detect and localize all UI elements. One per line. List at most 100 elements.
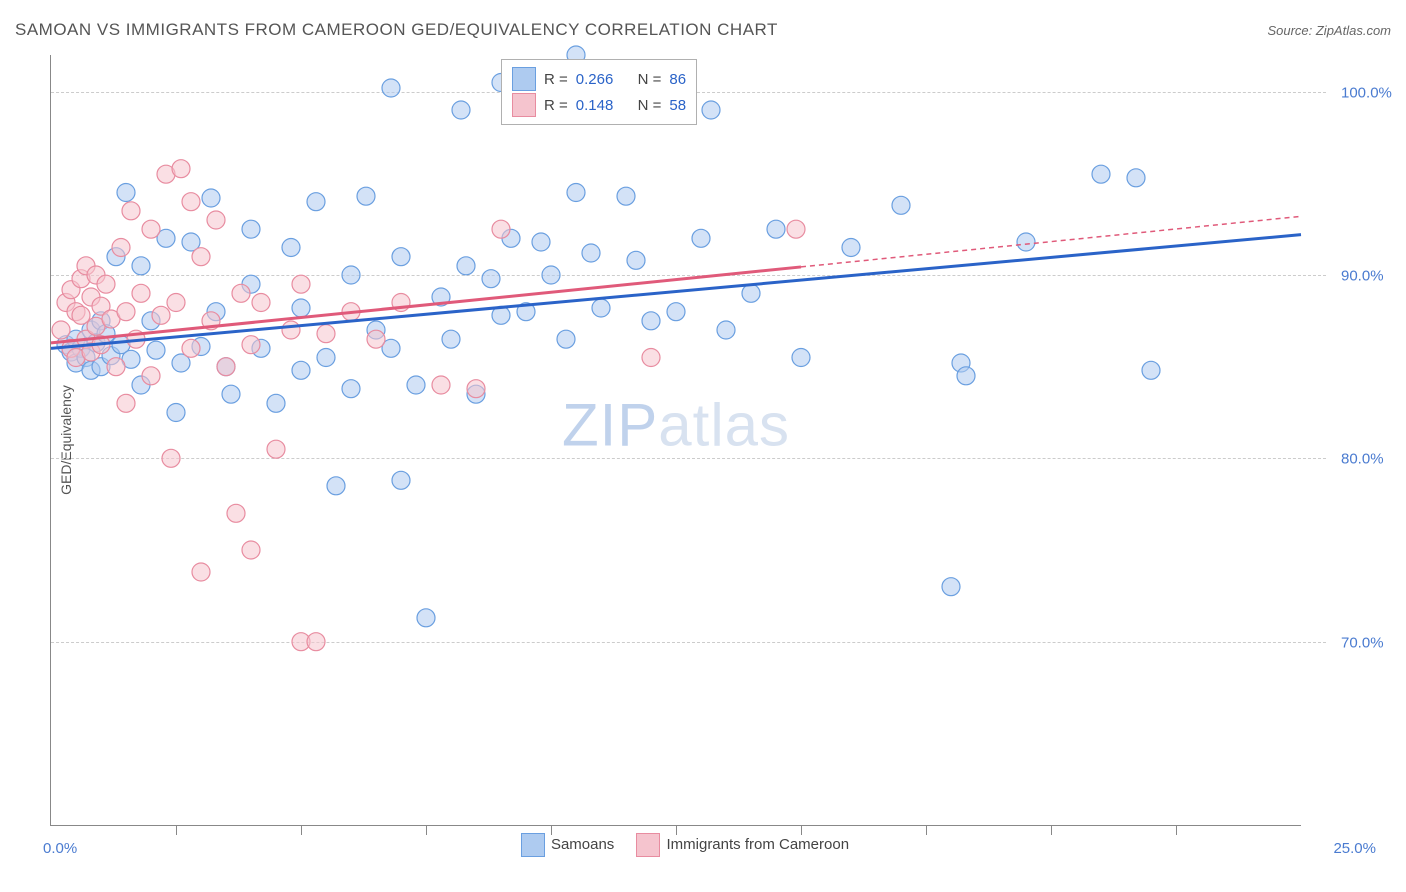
scatter-point bbox=[692, 229, 710, 247]
scatter-point bbox=[112, 239, 130, 257]
scatter-point bbox=[97, 275, 115, 293]
scatter-point bbox=[267, 440, 285, 458]
scatter-point bbox=[942, 578, 960, 596]
scatter-point bbox=[842, 239, 860, 257]
stats-row-series2: R = 0.148 N = 58 bbox=[512, 93, 686, 117]
scatter-point bbox=[542, 266, 560, 284]
scatter-point bbox=[192, 248, 210, 266]
legend-series1-label: Samoans bbox=[551, 836, 614, 853]
scatter-point bbox=[717, 321, 735, 339]
x-axis-label-max: 25.0% bbox=[1333, 840, 1376, 857]
scatter-point bbox=[117, 184, 135, 202]
scatter-point bbox=[1017, 233, 1035, 251]
scatter-point bbox=[892, 196, 910, 214]
scatter-point bbox=[117, 303, 135, 321]
scatter-point bbox=[242, 541, 260, 559]
scatter-point bbox=[1127, 169, 1145, 187]
scatter-point bbox=[342, 380, 360, 398]
source-label: Source: ZipAtlas.com bbox=[1267, 23, 1391, 38]
chart-title: SAMOAN VS IMMIGRANTS FROM CAMEROON GED/E… bbox=[15, 20, 778, 40]
scatter-point bbox=[207, 211, 225, 229]
scatter-point bbox=[382, 79, 400, 97]
scatter-point bbox=[457, 257, 475, 275]
scatter-point bbox=[592, 299, 610, 317]
y-tick-label: 70.0% bbox=[1341, 634, 1406, 651]
scatter-point bbox=[617, 187, 635, 205]
scatter-point bbox=[667, 303, 685, 321]
scatter-point bbox=[117, 394, 135, 412]
scatter-point bbox=[282, 239, 300, 257]
scatter-point bbox=[182, 339, 200, 357]
scatter-point bbox=[407, 376, 425, 394]
scatter-point bbox=[132, 284, 150, 302]
scatter-point bbox=[327, 477, 345, 495]
scatter-point bbox=[492, 220, 510, 238]
scatter-point bbox=[172, 160, 190, 178]
scatter-point bbox=[227, 504, 245, 522]
scatter-point bbox=[242, 220, 260, 238]
scatter-point bbox=[787, 220, 805, 238]
scatter-point bbox=[132, 257, 150, 275]
y-tick-label: 90.0% bbox=[1341, 268, 1406, 285]
trend-line bbox=[51, 267, 801, 343]
scatter-point bbox=[282, 321, 300, 339]
scatter-point bbox=[242, 336, 260, 354]
scatter-point bbox=[317, 325, 335, 343]
scatter-point bbox=[192, 563, 210, 581]
scatter-point bbox=[152, 306, 170, 324]
scatter-point bbox=[627, 251, 645, 269]
scatter-point bbox=[222, 385, 240, 403]
scatter-point bbox=[142, 367, 160, 385]
scatter-point bbox=[582, 244, 600, 262]
scatter-point bbox=[702, 101, 720, 119]
scatter-point bbox=[357, 187, 375, 205]
scatter-point bbox=[392, 471, 410, 489]
scatter-point bbox=[52, 321, 70, 339]
scatter-point bbox=[567, 184, 585, 202]
scatter-point bbox=[292, 299, 310, 317]
scatter-point bbox=[167, 294, 185, 312]
stats-legend-box: R = 0.266 N = 86 R = 0.148 N = 58 bbox=[501, 59, 697, 125]
scatter-point bbox=[252, 294, 270, 312]
scatter-point bbox=[767, 220, 785, 238]
legend-series2-label: Immigrants from Cameroon bbox=[666, 836, 849, 853]
scatter-point bbox=[142, 220, 160, 238]
scatter-point bbox=[232, 284, 250, 302]
scatter-point bbox=[417, 609, 435, 627]
scatter-point bbox=[452, 101, 470, 119]
scatter-point bbox=[167, 404, 185, 422]
scatter-point bbox=[122, 202, 140, 220]
scatter-point bbox=[792, 349, 810, 367]
scatter-point bbox=[1142, 361, 1160, 379]
y-tick-label: 100.0% bbox=[1341, 84, 1406, 101]
stats-row-series1: R = 0.266 N = 86 bbox=[512, 67, 686, 91]
scatter-point bbox=[147, 341, 165, 359]
scatter-point bbox=[317, 349, 335, 367]
bottom-legend: Samoans Immigrants from Cameroon bbox=[51, 833, 1301, 857]
scatter-point bbox=[557, 330, 575, 348]
scatter-point bbox=[72, 306, 90, 324]
scatter-point bbox=[432, 376, 450, 394]
scatter-plot-svg bbox=[51, 55, 1301, 825]
scatter-point bbox=[202, 189, 220, 207]
y-tick-label: 80.0% bbox=[1341, 451, 1406, 468]
scatter-point bbox=[342, 266, 360, 284]
scatter-point bbox=[1092, 165, 1110, 183]
scatter-point bbox=[182, 193, 200, 211]
scatter-point bbox=[267, 394, 285, 412]
scatter-point bbox=[392, 248, 410, 266]
scatter-point bbox=[467, 380, 485, 398]
scatter-point bbox=[217, 358, 235, 376]
scatter-point bbox=[442, 330, 460, 348]
scatter-point bbox=[307, 633, 325, 651]
scatter-point bbox=[367, 330, 385, 348]
scatter-point bbox=[162, 449, 180, 467]
scatter-point bbox=[957, 367, 975, 385]
scatter-point bbox=[482, 270, 500, 288]
scatter-point bbox=[307, 193, 325, 211]
scatter-point bbox=[107, 358, 125, 376]
scatter-point bbox=[742, 284, 760, 302]
plot-area: GED/Equivalency 70.0%80.0%90.0%100.0% ZI… bbox=[50, 55, 1301, 826]
scatter-point bbox=[532, 233, 550, 251]
scatter-point bbox=[292, 361, 310, 379]
